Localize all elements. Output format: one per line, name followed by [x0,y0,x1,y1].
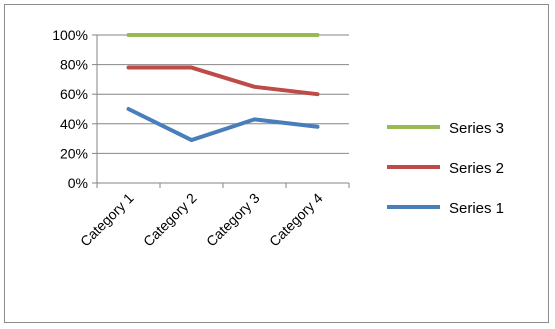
series-lines [126,33,320,143]
y-tick-label: 100% [52,27,88,43]
y-tick-label: 80% [60,57,88,73]
x-tick-label: Category 2 [140,190,200,250]
chart-frame [4,4,549,323]
legend-label: Series 2 [449,160,504,177]
x-tick-label: Category 4 [266,190,326,250]
y-tick-label: 40% [60,116,88,132]
legend: Series 3 Series 2 Series 1 [387,120,504,217]
y-axis-tick-labels: 0% 20% 40% 60% 80% 100% [52,27,88,191]
y-tick-label: 20% [60,145,88,161]
y-tick-label: 60% [60,86,88,102]
axes [92,34,350,188]
series-line-series-1 [126,107,320,143]
y-tick-label: 0% [68,175,88,191]
x-axis-tick-labels: Category 1 Category 2 Category 3 Category 4 [77,190,326,250]
x-tick-label: Category 3 [203,190,263,250]
legend-label: Series 1 [449,200,504,217]
series-line-series-2 [126,65,320,97]
x-tick-label: Category 1 [77,190,137,250]
legend-label: Series 3 [449,120,504,137]
